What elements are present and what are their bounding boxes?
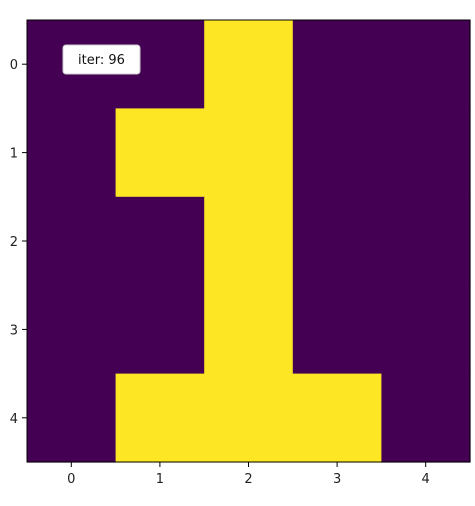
x-axis-ticks: 0 1 2 3 4 — [67, 462, 430, 487]
annotation-box-background — [62, 44, 141, 75]
annotation-box: iter: 96 — [62, 44, 141, 75]
heatmap-cell-r1-c2 — [204, 108, 294, 198]
heatmap-cell-r3-c2 — [204, 285, 294, 375]
heatmap-cell-r3-c4 — [381, 285, 471, 375]
heatmap-cell-r0-c2 — [204, 20, 294, 109]
y-tick-label-4: 4 — [10, 412, 18, 427]
y-axis-ticks: 0 1 2 3 4 — [10, 58, 27, 427]
y-tick-label-0: 0 — [10, 58, 18, 73]
heatmap-cell-r4-c1 — [115, 373, 205, 463]
x-tick-label-1: 1 — [156, 472, 164, 487]
heatmap-cell-r4-c4 — [381, 373, 471, 463]
x-tick-label-4: 4 — [422, 472, 430, 487]
heatmap-cell-r3-c3 — [292, 285, 382, 375]
heatmap-cell-r1-c0 — [27, 108, 117, 198]
heatmap-cell-r1-c3 — [292, 108, 382, 198]
heatmap-cell-r2-c1 — [115, 196, 205, 286]
heatmap-cells — [27, 20, 471, 463]
heatmap-cell-r3-c1 — [115, 285, 205, 375]
heatmap-cell-r2-c2 — [204, 196, 294, 286]
heatmap-cell-r0-c3 — [292, 20, 382, 109]
heatmap-cell-r4-c2 — [204, 373, 294, 463]
y-tick-label-1: 1 — [10, 147, 18, 162]
heatmap-cell-r0-c4 — [381, 20, 471, 109]
heatmap-cell-r4-c0 — [27, 373, 117, 463]
heatmap-cell-r1-c4 — [381, 108, 471, 198]
heatmap-cell-r4-c3 — [292, 373, 382, 463]
annotation-text: iter: 96 — [78, 53, 125, 68]
heatmap-cell-r2-c0 — [27, 196, 117, 286]
x-tick-label-0: 0 — [67, 472, 75, 487]
heatmap-cell-r1-c1 — [115, 108, 205, 198]
heatmap-cell-r2-c4 — [381, 196, 471, 286]
y-tick-label-2: 2 — [10, 235, 18, 250]
x-tick-label-2: 2 — [244, 472, 252, 487]
heatmap-cell-r2-c3 — [292, 196, 382, 286]
y-tick-label-3: 3 — [10, 323, 18, 338]
x-tick-label-3: 3 — [333, 472, 341, 487]
heatmap-cell-r3-c0 — [27, 285, 117, 375]
